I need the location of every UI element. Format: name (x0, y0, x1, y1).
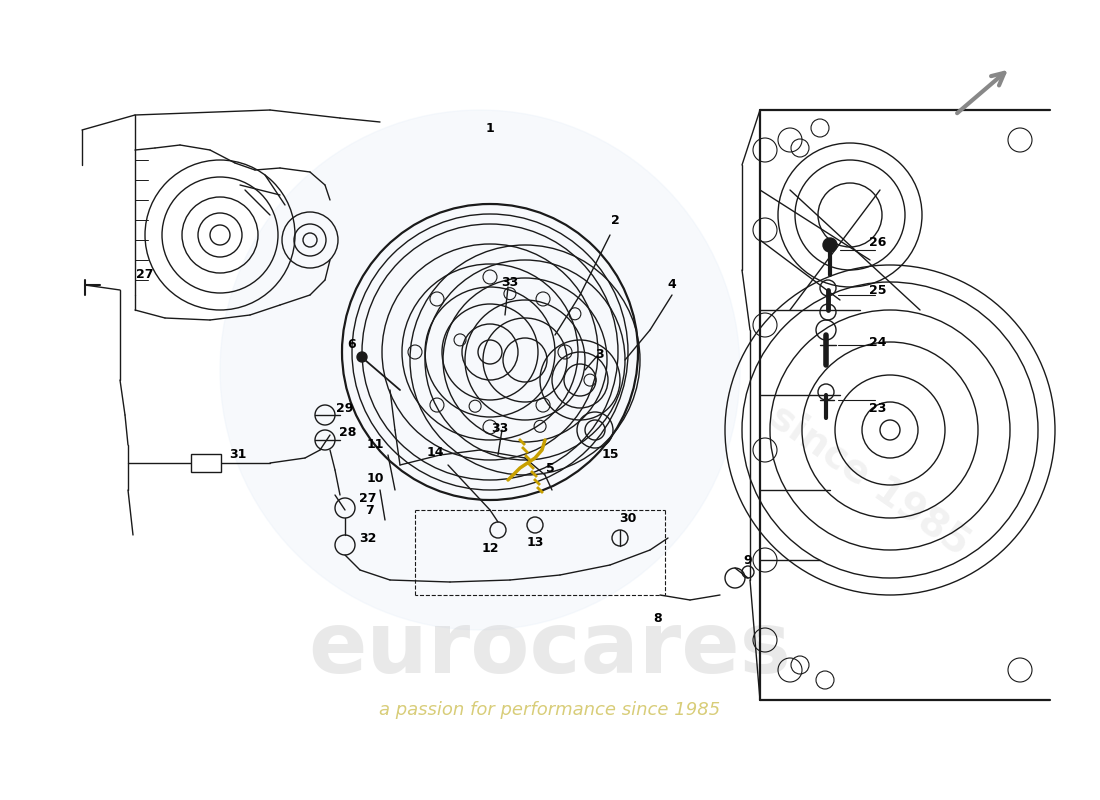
Text: 23: 23 (869, 402, 887, 414)
Text: since 1985: since 1985 (763, 397, 977, 563)
FancyBboxPatch shape (191, 454, 221, 472)
Text: 10: 10 (366, 471, 384, 485)
Text: 27: 27 (136, 269, 154, 282)
Circle shape (220, 110, 740, 630)
Text: 1: 1 (485, 122, 494, 134)
Circle shape (358, 352, 367, 362)
Text: 5: 5 (546, 462, 554, 474)
Text: 27: 27 (360, 491, 376, 505)
Text: 33: 33 (492, 422, 508, 434)
Text: 8: 8 (653, 611, 662, 625)
Text: 3: 3 (596, 349, 604, 362)
Text: 7: 7 (365, 503, 374, 517)
Text: 12: 12 (482, 542, 498, 554)
Text: 6: 6 (348, 338, 356, 351)
Text: 9: 9 (744, 554, 752, 566)
Text: a passion for performance since 1985: a passion for performance since 1985 (379, 701, 720, 719)
Text: 13: 13 (526, 535, 543, 549)
Text: 24: 24 (869, 337, 887, 350)
Text: 32: 32 (360, 531, 376, 545)
Text: 33: 33 (502, 275, 518, 289)
Text: eurocares: eurocares (308, 609, 792, 691)
Text: 2: 2 (610, 214, 619, 226)
Text: 30: 30 (619, 511, 637, 525)
Text: 31: 31 (229, 449, 246, 462)
Text: 25: 25 (869, 283, 887, 297)
Text: 28: 28 (339, 426, 356, 439)
Text: 14: 14 (427, 446, 443, 458)
Text: 29: 29 (337, 402, 354, 414)
Text: 26: 26 (869, 235, 887, 249)
Text: 15: 15 (602, 449, 618, 462)
Text: 4: 4 (668, 278, 676, 291)
Circle shape (823, 238, 837, 252)
Text: 11: 11 (366, 438, 384, 451)
